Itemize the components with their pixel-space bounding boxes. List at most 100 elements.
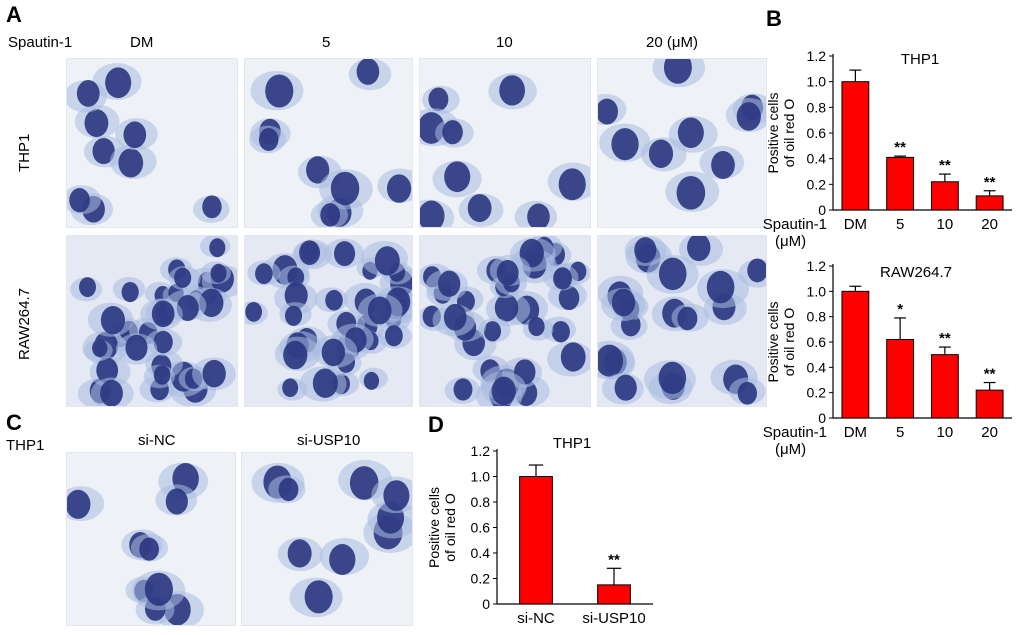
cell-nucleus xyxy=(210,263,227,283)
cell-nucleus xyxy=(65,489,91,519)
cell-nucleus xyxy=(747,258,768,283)
cell-nucleus xyxy=(96,357,119,384)
y-tick-label: 0 xyxy=(818,410,826,426)
bar xyxy=(930,181,959,211)
panel-b-letter: B xyxy=(766,6,782,31)
cell-nucleus xyxy=(76,80,100,107)
micrograph-svg xyxy=(242,453,421,625)
cell-nucleus xyxy=(687,233,711,262)
cell-nucleus xyxy=(349,466,379,500)
cell-nucleus xyxy=(105,67,132,99)
x-tick-label: DM xyxy=(844,216,867,233)
y-tick-label: 0.4 xyxy=(471,545,491,561)
cell-nucleus xyxy=(494,293,519,322)
chart-b-thp1: Positive cells of oil red O 0 0.2 0.4 0.6 0.8 1… xyxy=(763,48,1012,250)
cell-nucleus xyxy=(118,148,144,178)
micrograph-svg xyxy=(57,453,235,629)
micrograph-svg xyxy=(245,58,423,230)
y-tick-label: 0.6 xyxy=(471,520,491,536)
cell-nucleus xyxy=(706,270,735,304)
panel-c-cellline: THP1 xyxy=(6,437,45,454)
cell-nucleus xyxy=(356,58,380,85)
cell-nucleus xyxy=(363,371,380,390)
cell-nucleus xyxy=(553,267,572,290)
cell-nucleus xyxy=(320,203,341,227)
cell-nucleus xyxy=(418,200,445,232)
cell-nucleus xyxy=(265,74,294,108)
row-label-raw: RAW264.7 xyxy=(16,288,33,360)
y-tick-label: 0.6 xyxy=(807,125,827,141)
micrograph-raw-20 xyxy=(583,232,777,407)
panel-d-letter: D xyxy=(428,412,444,437)
micrograph-svg xyxy=(404,59,599,237)
cell-nucleus xyxy=(658,257,687,291)
x-tick-label: si-NC xyxy=(517,610,555,627)
cell-nucleus xyxy=(79,277,96,298)
cell-nucleus xyxy=(121,281,139,303)
dose-label-5: 5 xyxy=(322,34,331,51)
cell-nucleus xyxy=(153,365,171,385)
cell-nucleus xyxy=(299,240,321,265)
cell-nucleus xyxy=(165,488,188,515)
cell-nucleus xyxy=(144,572,173,606)
micrograph-svg xyxy=(585,47,775,227)
cell-nucleus xyxy=(330,171,360,206)
significance-marker: ** xyxy=(984,366,996,383)
cell-nucleus xyxy=(278,477,299,502)
chart-d-thp1: Positive cells of oil red O 0 0.2 0.4 0.6 0.8 1… xyxy=(426,435,653,627)
significance-marker: ** xyxy=(608,551,620,568)
micrograph-raw-10 xyxy=(417,233,594,414)
cell-nucleus xyxy=(367,296,392,325)
x-tick-label: 5 xyxy=(896,216,904,233)
x-tick-label: 5 xyxy=(896,424,904,441)
panel-a-letter: A xyxy=(6,2,22,27)
cell-nucleus xyxy=(287,267,305,288)
label-si-usp10: si-USP10 xyxy=(297,432,361,449)
y-tick-label: 0.6 xyxy=(807,334,827,350)
cell-nucleus xyxy=(329,544,356,575)
cell-nucleus xyxy=(284,305,303,326)
x-tick-label: DM xyxy=(844,424,867,441)
y-axis-label: of oil red O xyxy=(442,493,458,562)
cell-nucleus xyxy=(560,342,586,372)
cell-nucleus xyxy=(677,306,698,331)
cell-nucleus xyxy=(496,259,519,286)
y-axis-label: Positive cells xyxy=(765,93,781,174)
cell-nucleus xyxy=(483,321,502,342)
cell-nucleus xyxy=(284,281,308,310)
cell-nucleus xyxy=(255,263,273,285)
cell-nucleus xyxy=(527,203,550,231)
cell-nucleus xyxy=(209,238,226,258)
cell-nucleus xyxy=(312,368,338,398)
x-unit-label: (μM) xyxy=(775,233,806,250)
dose-label-dm: DM xyxy=(130,34,154,51)
cell-nucleus xyxy=(551,320,570,343)
y-tick-label: 0 xyxy=(482,596,490,612)
significance-marker: ** xyxy=(939,330,951,347)
cell-nucleus xyxy=(84,109,109,138)
chart-title: RAW264.7 xyxy=(880,264,952,281)
micrograph-thp1-20 xyxy=(585,47,775,228)
cell-nucleus xyxy=(304,580,333,614)
cell-nucleus xyxy=(428,87,449,111)
x-tick-label: 20 xyxy=(981,424,998,441)
y-tick-label: 0.4 xyxy=(807,151,827,167)
x-group-label: Spautin-1 xyxy=(763,424,827,441)
cell-nucleus xyxy=(443,303,467,331)
micrograph-raw-dm xyxy=(66,234,246,410)
micrograph-raw-5 xyxy=(236,235,423,407)
x-tick-label: 10 xyxy=(937,424,954,441)
cell-nucleus xyxy=(528,316,545,337)
micrograph-thp1-5 xyxy=(244,58,423,230)
y-axis-label: Positive cells xyxy=(765,302,781,383)
cell-nucleus xyxy=(596,98,618,125)
panel-c-letter: C xyxy=(6,410,22,435)
cell-nucleus xyxy=(467,194,492,223)
cell-nucleus xyxy=(491,376,516,406)
y-tick-label: 0.4 xyxy=(807,359,827,375)
y-tick-label: 0.2 xyxy=(807,176,827,192)
y-tick-label: 0.8 xyxy=(471,494,491,510)
cell-nucleus xyxy=(595,344,624,377)
cell-nucleus xyxy=(153,330,173,354)
chart-title: THP1 xyxy=(901,51,939,68)
